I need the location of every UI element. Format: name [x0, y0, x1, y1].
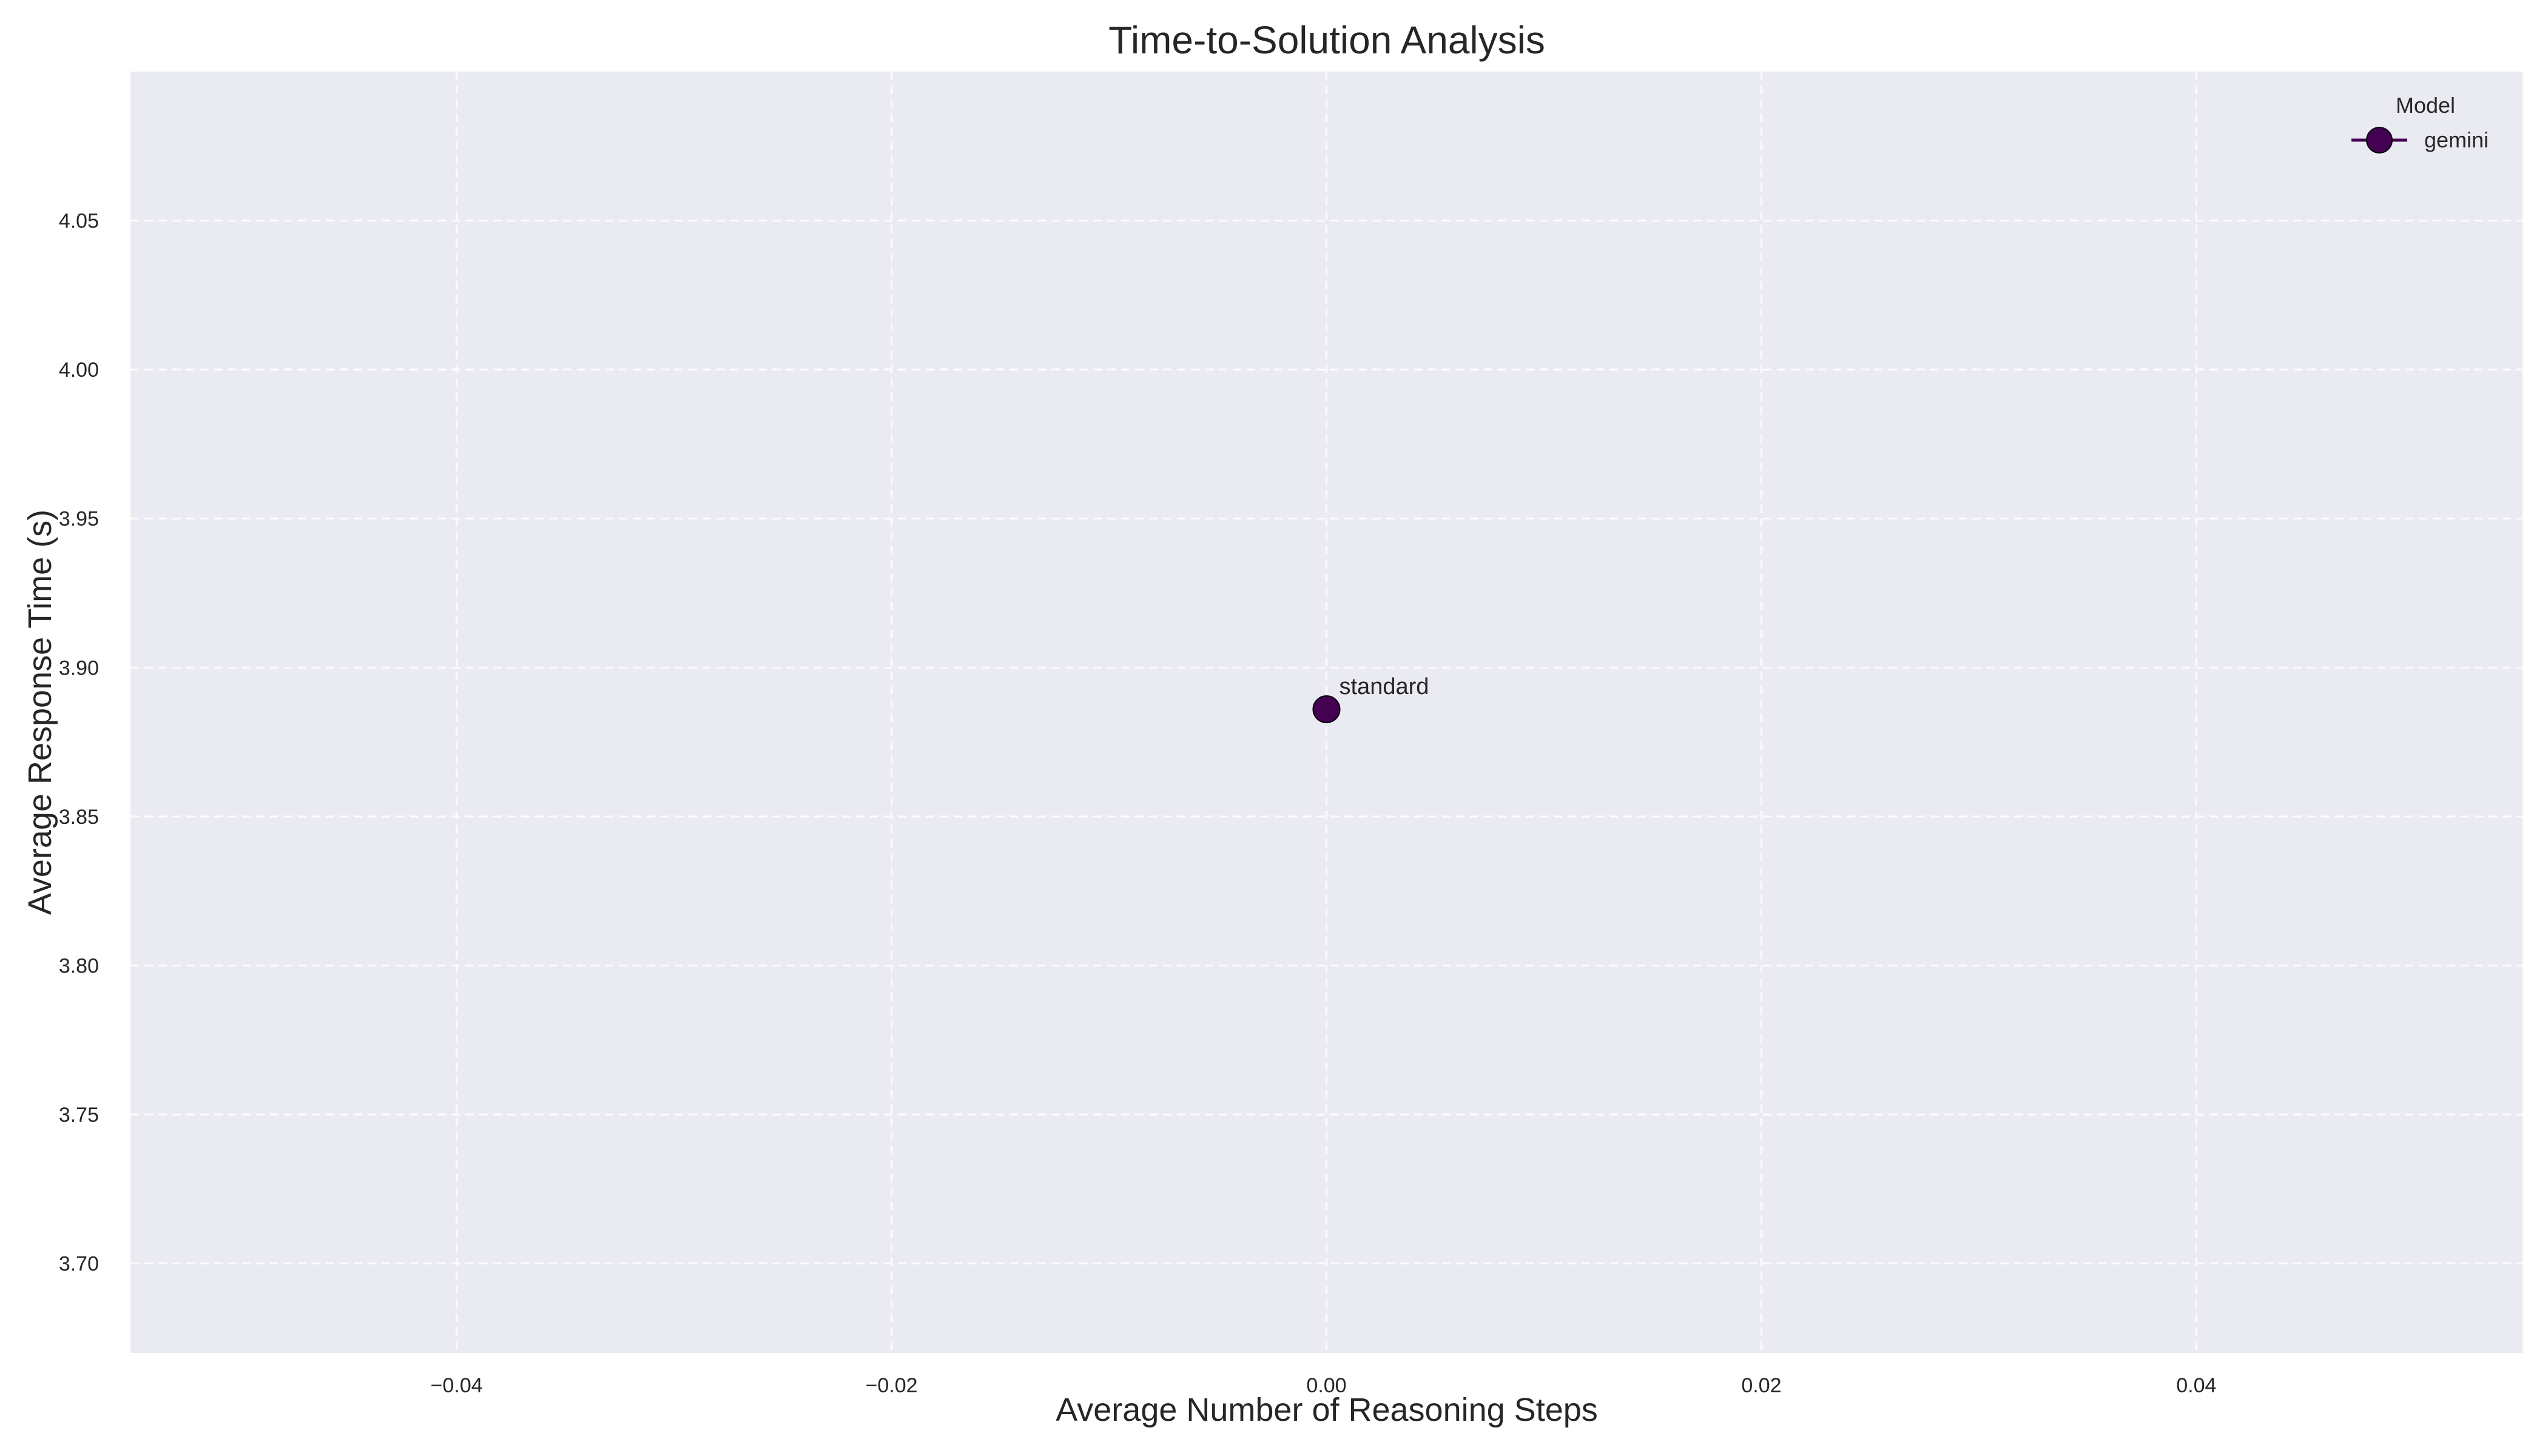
y-tick-label: 3.80 — [59, 954, 99, 977]
y-tick-label: 3.90 — [59, 656, 99, 679]
x-axis-label: Average Number of Reasoning Steps — [1056, 1392, 1598, 1428]
x-tick-label: 0.00 — [1306, 1374, 1346, 1397]
x-tick-label: −0.04 — [431, 1374, 483, 1397]
legend-title: Model — [2396, 93, 2455, 118]
data-points: standard — [1312, 674, 1429, 724]
x-tick-label: −0.02 — [866, 1374, 918, 1397]
y-tick-label: 3.75 — [59, 1104, 99, 1127]
chart-title: Time-to-Solution Analysis — [1108, 18, 1545, 62]
legend-swatch-marker — [2366, 127, 2393, 153]
y-tick-label: 3.85 — [59, 806, 99, 829]
legend: Model gemini — [2351, 93, 2489, 153]
x-tick-label: 0.02 — [1741, 1374, 1781, 1397]
y-axis-label: Average Response Time (s) — [22, 510, 58, 915]
y-tick-label: 3.95 — [59, 508, 99, 531]
y-tick-label: 4.05 — [59, 210, 99, 233]
legend-entry-gemini: gemini — [2424, 127, 2489, 152]
x-tick-label: 0.04 — [2176, 1374, 2216, 1397]
y-tick-label: 3.70 — [59, 1253, 99, 1276]
point-annotation: standard — [1340, 674, 1429, 699]
grid-layer — [130, 72, 2523, 1353]
y-tick-label: 4.00 — [59, 359, 99, 382]
data-point — [1312, 695, 1341, 724]
tick-labels: −0.04 −0.02 0.00 0.02 0.04 3.70 3.75 3.80 3.85 3.… — [59, 210, 2217, 1397]
